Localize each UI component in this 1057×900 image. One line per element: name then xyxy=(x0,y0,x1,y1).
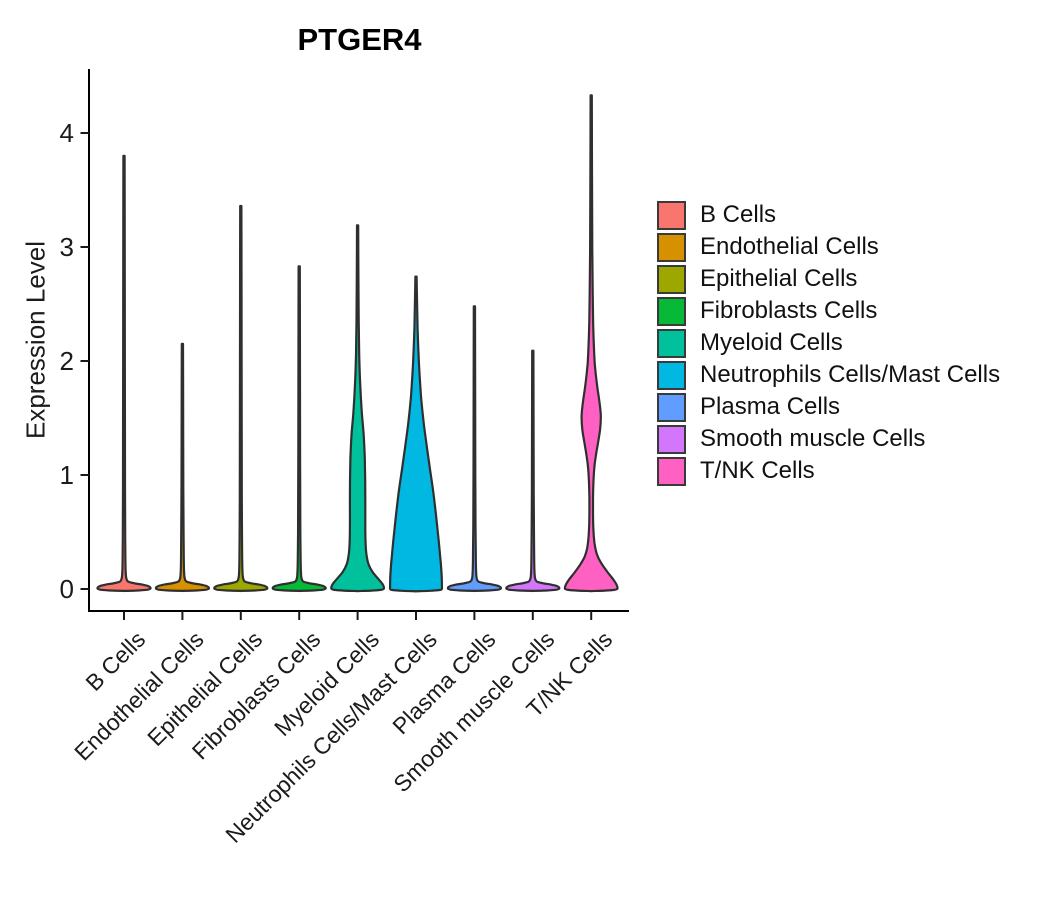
legend-color-swatch xyxy=(657,296,686,326)
violin-smooth-muscle-cells xyxy=(505,349,561,593)
axes-group xyxy=(80,69,629,620)
legend-color-swatch xyxy=(657,200,686,230)
legend: B Cells Endothelial Cells Epithelial Cells… xyxy=(657,200,1000,488)
x-tick-marks xyxy=(123,611,593,620)
chart-title: PTGER4 xyxy=(297,22,422,57)
legend-color-swatch xyxy=(657,360,686,390)
legend-item: Plasma Cells xyxy=(657,392,1000,422)
y-tick-label: 0 xyxy=(59,574,74,604)
legend-label: B Cells xyxy=(700,201,777,228)
legend-label: Fibroblasts Cells xyxy=(700,297,878,324)
y-tick-label: 4 xyxy=(59,118,74,148)
legend-label: Neutrophils Cells/Mast Cells xyxy=(700,361,1001,388)
legend-item: Endothelial Cells xyxy=(657,232,1000,262)
y-tick-label: 3 xyxy=(59,232,74,262)
legend-item: Fibroblasts Cells xyxy=(657,296,1000,326)
legend-label: Epithelial Cells xyxy=(700,265,858,292)
violin-b-cells xyxy=(96,154,152,593)
y-tick-label: 1 xyxy=(59,460,74,490)
legend-item: Neutrophils Cells/Mast Cells xyxy=(657,360,1000,390)
legend-color-swatch xyxy=(657,456,686,486)
violins-group xyxy=(96,94,619,593)
legend-item: Myeloid Cells xyxy=(657,328,1000,358)
legend-item: Smooth muscle Cells xyxy=(657,424,1000,454)
y-tick-marks xyxy=(80,132,89,590)
legend-label: Myeloid Cells xyxy=(700,329,843,356)
legend-color-swatch xyxy=(657,328,686,358)
legend-item: Epithelial Cells xyxy=(657,264,1000,294)
legend-item: B Cells xyxy=(657,200,1000,230)
legend-color-swatch xyxy=(657,264,686,294)
violin-endothelial-cells xyxy=(154,342,211,593)
legend-color-swatch xyxy=(657,232,686,262)
legend-color-swatch xyxy=(657,392,686,422)
violin-neutrophils-cells-mast-cells xyxy=(388,275,444,593)
violin-plasma-cells xyxy=(446,305,502,593)
y-axis-title: Expression Level xyxy=(20,241,51,439)
legend-label: Smooth muscle Cells xyxy=(700,425,926,452)
y-tick-label: 2 xyxy=(59,346,74,376)
legend-label: Endothelial Cells xyxy=(700,233,879,260)
legend-item: T/NK Cells xyxy=(657,456,1000,486)
violin-t-nk-cells xyxy=(563,94,619,593)
legend-label: T/NK Cells xyxy=(700,457,815,484)
violin-myeloid-cells xyxy=(330,224,386,593)
violin-fibroblasts-cells xyxy=(271,265,327,593)
legend-label: Plasma Cells xyxy=(700,393,841,420)
violin-epithelial-cells xyxy=(213,204,269,593)
legend-color-swatch xyxy=(657,424,686,454)
